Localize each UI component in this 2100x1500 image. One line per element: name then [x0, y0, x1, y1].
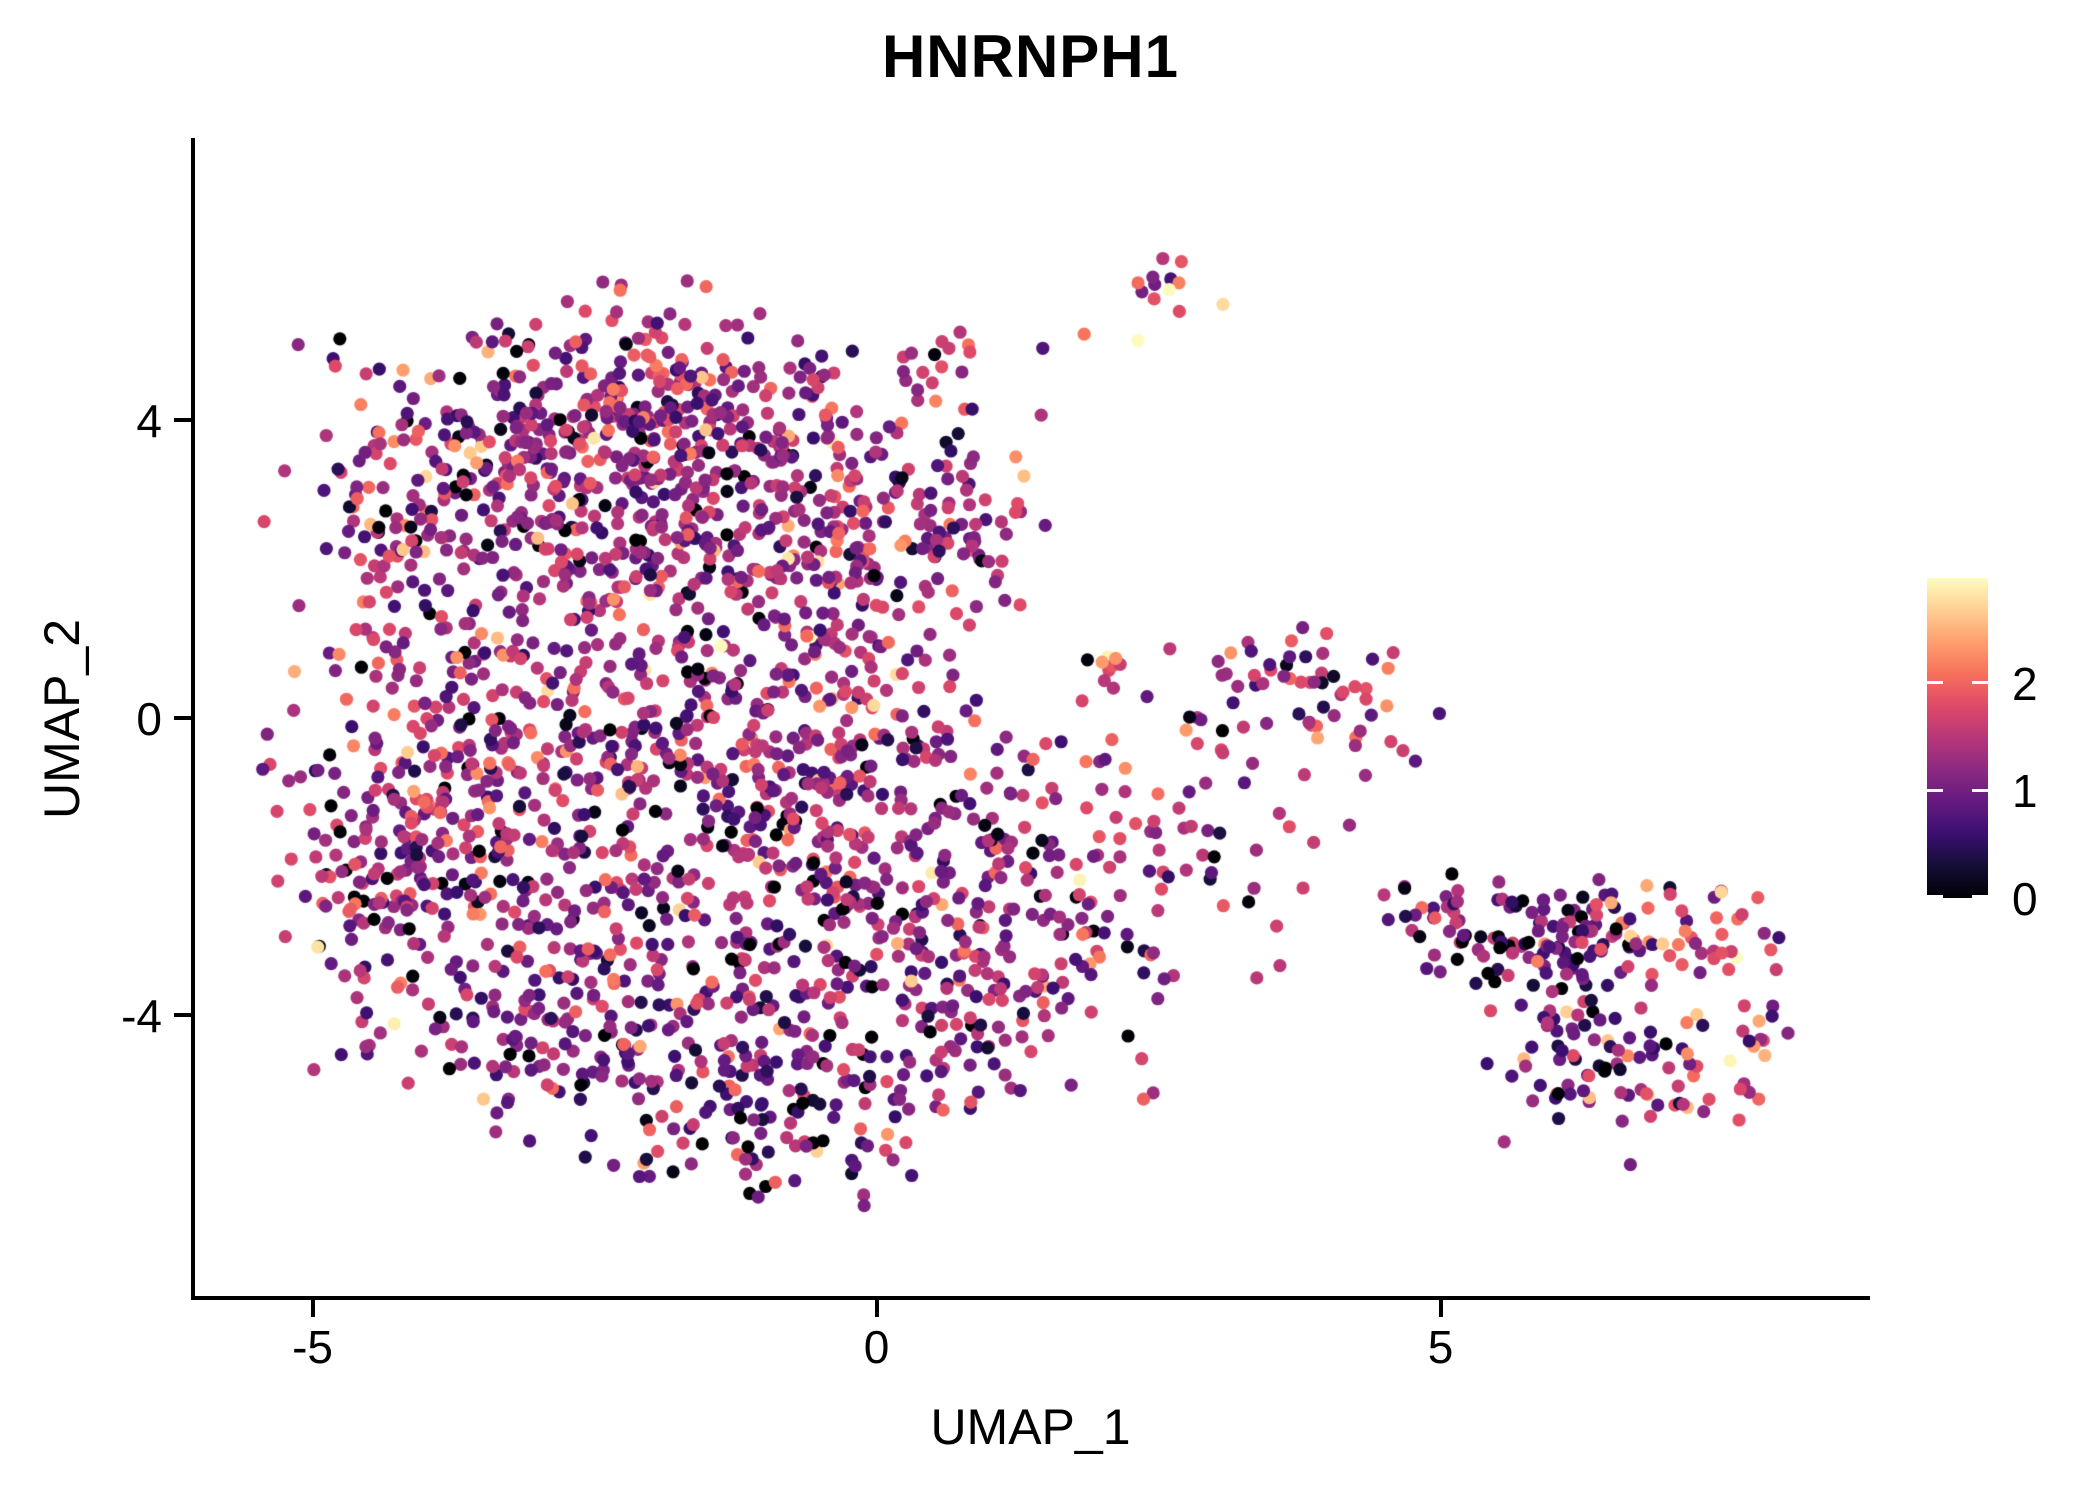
x-tick-mark [1438, 1300, 1443, 1317]
x-axis-label: UMAP_1 [930, 1399, 1131, 1455]
colorbar-tick-dash [1972, 681, 1988, 684]
x-tick-label: 0 [863, 1321, 890, 1373]
y-tick-label: -4 [121, 990, 162, 1043]
y-tick-mark [174, 1013, 191, 1018]
colorbar-tick-dash [1972, 895, 1988, 898]
colorbar-tick-dash [1927, 681, 1943, 684]
y-tick-mark [174, 715, 191, 720]
colorbar-tick-label: 0 [2012, 873, 2038, 925]
y-tick-label: 4 [136, 395, 162, 448]
colorbar-tick-dash [1927, 788, 1943, 792]
x-axis-line [191, 1296, 1870, 1300]
x-tick-mark [874, 1300, 879, 1317]
y-tick-label: 0 [136, 692, 162, 745]
colorbar-tick-label: 2 [2012, 657, 2038, 710]
x-tick-mark [310, 1300, 315, 1317]
x-tick-label: -5 [292, 1321, 333, 1373]
x-tick-label: 5 [1427, 1321, 1454, 1373]
colorbar-legend [1927, 578, 1988, 898]
plot-title: HNRNPH1 [881, 23, 1180, 90]
y-axis-line [191, 138, 195, 1300]
colorbar-tick-dash [1927, 895, 1943, 898]
colorbar-tick-label: 1 [2012, 765, 2038, 818]
colorbar-tick-dash [1972, 788, 1988, 792]
y-tick-mark [174, 418, 191, 423]
